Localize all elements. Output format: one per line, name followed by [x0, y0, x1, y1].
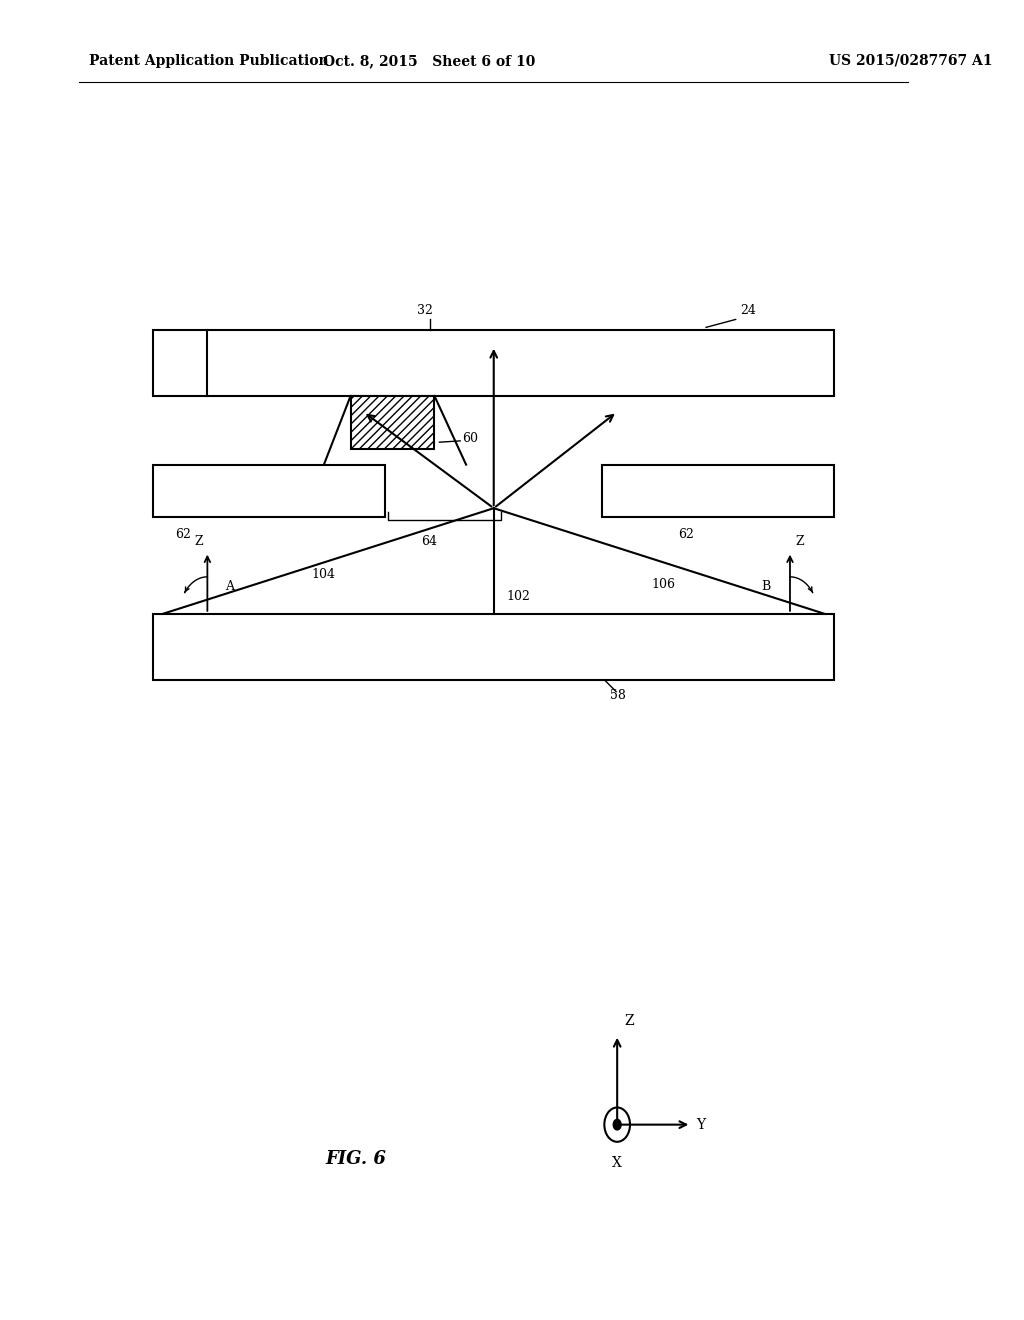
Text: 64: 64	[422, 535, 437, 548]
Text: 60: 60	[462, 432, 478, 445]
Text: 106: 106	[651, 578, 676, 591]
Text: 32: 32	[417, 304, 432, 317]
Text: B: B	[761, 579, 770, 593]
Text: US 2015/0287767 A1: US 2015/0287767 A1	[829, 54, 993, 67]
Text: Z: Z	[195, 535, 204, 548]
Text: 104: 104	[311, 568, 335, 581]
Bar	[350, 396, 434, 449]
Text: Oct. 8, 2015   Sheet 6 of 10: Oct. 8, 2015 Sheet 6 of 10	[324, 54, 536, 67]
Bar	[153, 330, 835, 396]
Bar	[602, 465, 835, 517]
Bar	[153, 465, 385, 517]
Text: 58: 58	[610, 689, 626, 702]
Text: Patent Application Publication: Patent Application Publication	[89, 54, 329, 67]
Text: Z: Z	[624, 1014, 634, 1028]
Text: Z: Z	[796, 535, 805, 548]
Text: Y: Y	[696, 1118, 706, 1131]
Bar	[153, 614, 835, 680]
Text: 62: 62	[175, 528, 190, 541]
Text: A: A	[225, 579, 234, 593]
Text: 24: 24	[740, 304, 757, 317]
Text: 62: 62	[678, 528, 694, 541]
Text: FIG. 6: FIG. 6	[325, 1150, 386, 1168]
Text: X: X	[612, 1156, 623, 1171]
Text: 102: 102	[507, 590, 530, 603]
Circle shape	[613, 1119, 622, 1130]
